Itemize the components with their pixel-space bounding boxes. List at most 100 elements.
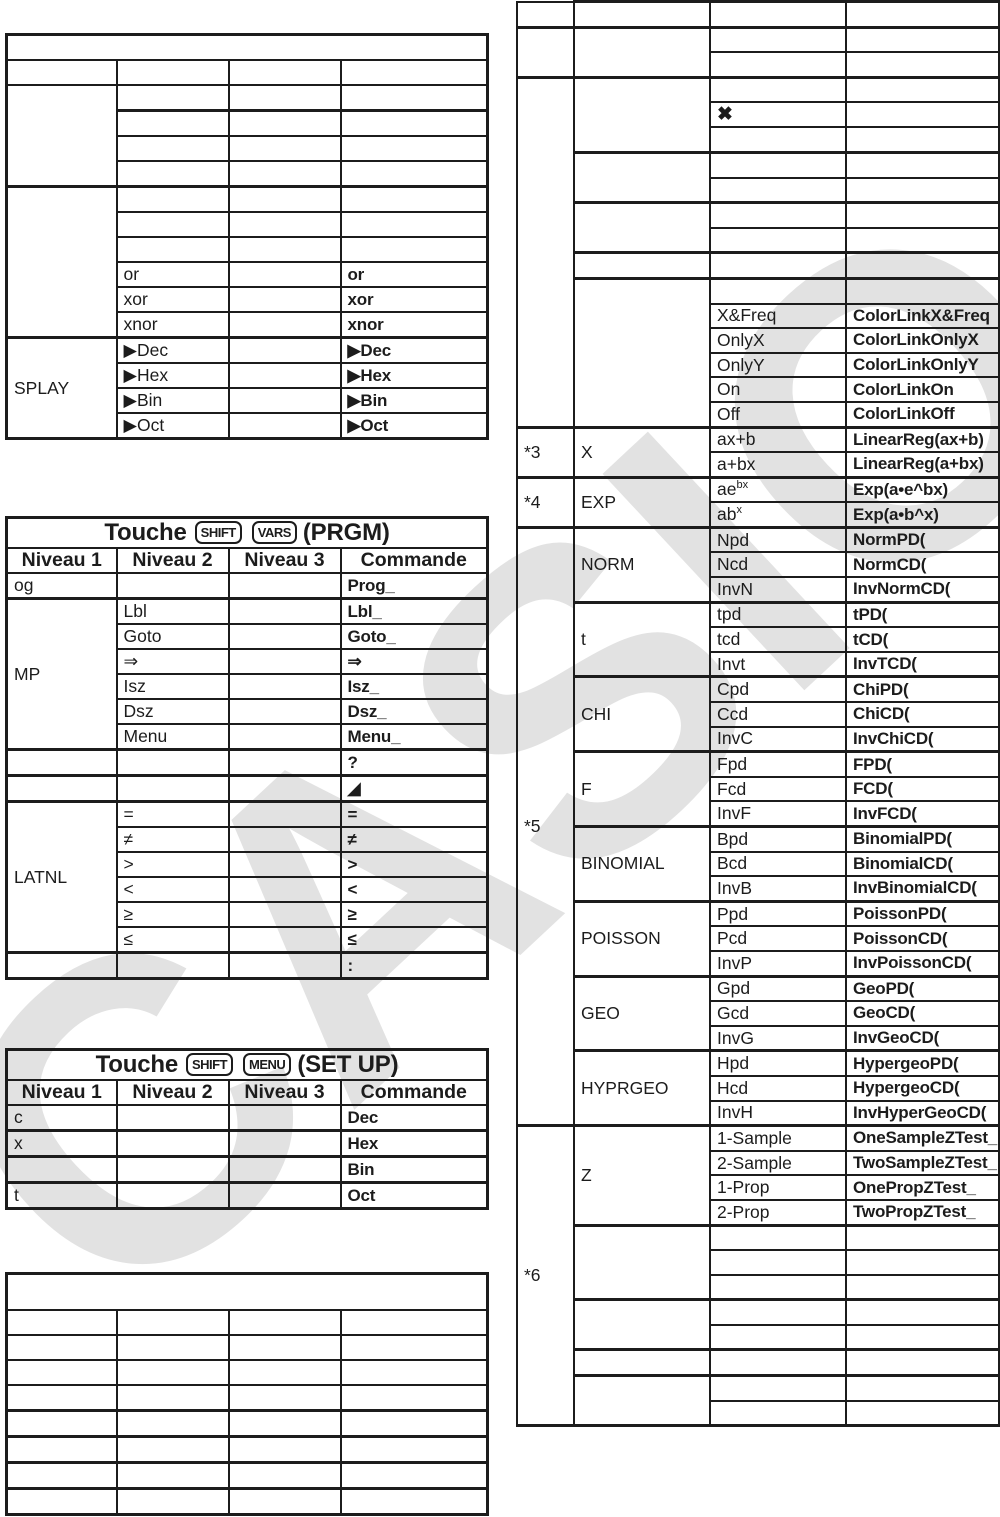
empty-cell [339, 185, 489, 213]
niveau2-cell: HYPRGEO [573, 1049, 711, 1127]
header-niveau3: Niveau 3 [227, 1079, 342, 1106]
shift-key-icon: SHIFT [185, 1053, 234, 1076]
empty-cell [115, 1359, 230, 1386]
commande-cell: ▶Oct [339, 412, 489, 440]
niveau1-cell [5, 185, 118, 339]
empty-cell [115, 84, 230, 112]
empty-cell [227, 951, 342, 980]
empty-cell [227, 851, 342, 878]
niveau3-cell: Bcd [709, 850, 847, 878]
niveau2-cell: ≤ [115, 926, 230, 954]
niveau2-cell [573, 75, 711, 154]
commande-cell: InvHyperGeoCD( [845, 1099, 1000, 1127]
commande-cell: Bin [339, 1155, 489, 1184]
commande-cell: ▶Hex [339, 362, 489, 389]
empty-cell [339, 1334, 489, 1361]
niveau3-cell: Gpd [709, 974, 847, 1003]
niveau2-cell [573, 251, 711, 280]
header-niveau1: Niveau 1 [5, 547, 118, 574]
empty-cell [227, 1181, 342, 1210]
niveau2-cell: F [573, 750, 711, 828]
niveau3-cell: InvG [709, 1024, 847, 1052]
commande-cell: LinearReg(ax+b) [845, 425, 1000, 454]
empty-cell [845, 1323, 1000, 1351]
cut-corner-cell [516, 0, 575, 29]
niveau3-cell: X&Freq [709, 302, 847, 330]
table-setup: Touche SHIFT MENU (SET UP) Niveau 1 Niveau 2… [5, 1048, 490, 1210]
commande-cell: ≤ [339, 926, 489, 954]
niveau3-cell: 2-Sample [709, 1149, 847, 1177]
empty-cell [845, 1273, 1000, 1301]
commande-cell: NormPD( [845, 525, 1000, 554]
empty-cell [5, 1309, 118, 1336]
commande-cell: ? [339, 748, 489, 777]
commande-cell: NormCD( [845, 551, 1000, 579]
empty-cell [709, 1399, 847, 1428]
empty-cell [339, 1309, 489, 1336]
niveau2-cell: ≠ [115, 826, 230, 853]
empty-cell [227, 109, 342, 137]
empty-cell [227, 748, 342, 777]
commande-cell: ⇒ [339, 648, 489, 675]
menu-key-icon: MENU [243, 1053, 292, 1076]
empty-cell [227, 1309, 342, 1336]
empty-cell [227, 1359, 342, 1386]
title-cell-empty [5, 1272, 489, 1311]
commande-cell: : [339, 951, 489, 980]
niveau1-cell [5, 1155, 118, 1184]
header-cell [5, 59, 118, 86]
commande-cell: HypergeoCD( [845, 1074, 1000, 1102]
header-niveau2: Niveau 2 [115, 1079, 230, 1106]
niveau3-cell: Off [709, 400, 847, 429]
empty-cell [709, 126, 847, 154]
niveau3-cell: abx [709, 501, 847, 529]
empty-cell [115, 1409, 230, 1438]
commande-cell: ChiPD( [845, 675, 1000, 704]
niveau1-cell [516, 75, 575, 428]
commande-cell: < [339, 876, 489, 903]
niveau1-cell: *5 [516, 525, 575, 1127]
empty-cell [5, 1461, 118, 1490]
commande-cell: ▶Dec [339, 336, 489, 364]
niveau3-cell: tcd [709, 626, 847, 653]
commande-cell: Exp(a•e^bx) [845, 475, 1000, 504]
commande-cell: ColorLinkOnlyX [845, 327, 1000, 354]
empty-cell [227, 623, 342, 650]
empty-cell [227, 311, 342, 339]
commande-cell: Dsz_ [339, 698, 489, 725]
header-cell [115, 59, 230, 86]
empty-cell [115, 1181, 230, 1210]
shift-key-icon: SHIFT [194, 521, 242, 544]
niveau3-cell: InvN [709, 576, 847, 604]
niveau2-cell [573, 1223, 711, 1301]
empty-cell [845, 51, 1000, 79]
niveau2-cell: POISSON [573, 899, 711, 978]
niveau3-cell: Npd [709, 525, 847, 554]
commande-cell: Isz_ [339, 673, 489, 700]
empty-cell [227, 160, 342, 188]
empty-cell [845, 0, 1000, 29]
empty-cell [227, 698, 342, 725]
niveau3-cell: Ccd [709, 701, 847, 728]
empty-cell [845, 101, 1000, 129]
commande-cell: Lbl_ [339, 597, 489, 625]
commande-cell: ColorLinkOn [845, 376, 1000, 403]
commande-cell: or [339, 261, 489, 288]
empty-cell [5, 1359, 118, 1386]
empty-cell [227, 412, 342, 440]
empty-cell [845, 276, 1000, 305]
empty-cell [115, 135, 230, 162]
niveau3-cell: OnlyY [709, 351, 847, 379]
empty-cell [709, 1323, 847, 1351]
commande-cell: ◢ [339, 774, 489, 803]
niveau2-cell: ⇒ [115, 648, 230, 675]
empty-cell [5, 1409, 118, 1438]
commande-cell: Oct [339, 1181, 489, 1210]
commande-cell: tCD( [845, 626, 1000, 653]
empty-cell [709, 251, 847, 280]
niveau2-cell: X [573, 425, 711, 479]
empty-cell [709, 0, 847, 29]
empty-cell [709, 176, 847, 204]
empty-cell [845, 226, 1000, 254]
